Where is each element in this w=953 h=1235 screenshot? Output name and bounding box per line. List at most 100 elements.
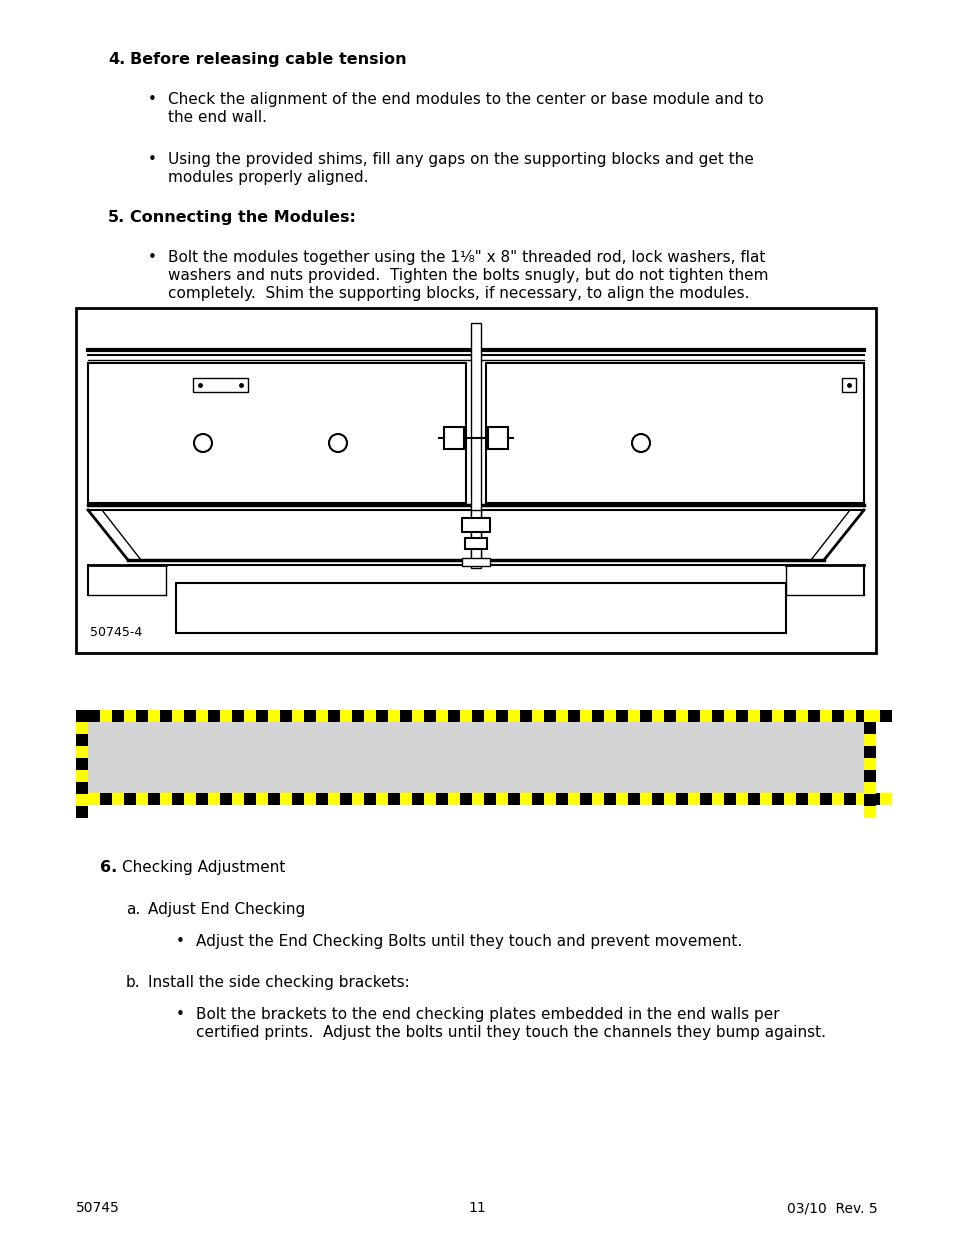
Bar	[88, 793, 100, 805]
Bar	[556, 793, 567, 805]
Bar	[711, 710, 723, 722]
Bar	[100, 793, 112, 805]
Bar	[471, 324, 480, 568]
Bar	[76, 734, 88, 746]
Bar	[700, 793, 711, 805]
Text: Check the alignment of the end modules to the center or base module and to: Check the alignment of the end modules t…	[168, 91, 763, 107]
Bar	[543, 710, 556, 722]
Bar	[532, 710, 543, 722]
Bar	[567, 793, 579, 805]
Bar	[841, 378, 855, 391]
Text: 03/10  Rev. 5: 03/10 Rev. 5	[786, 1200, 877, 1215]
Bar	[760, 793, 771, 805]
Bar	[339, 793, 352, 805]
Text: substitute or omit bolts.: substitute or omit bolts.	[211, 763, 392, 778]
Bar	[807, 793, 820, 805]
Text: * * Warning * *: * * Warning * *	[408, 725, 543, 743]
Bar	[735, 793, 747, 805]
Bar	[687, 793, 700, 805]
Bar	[399, 793, 412, 805]
Text: Install the side checking brackets:: Install the side checking brackets:	[148, 974, 410, 990]
Bar	[280, 793, 292, 805]
Bar	[459, 793, 472, 805]
Bar	[220, 793, 232, 805]
Bar	[461, 517, 490, 532]
Bar	[616, 710, 627, 722]
Bar	[461, 558, 490, 566]
Bar	[244, 793, 255, 805]
Bar	[76, 769, 88, 782]
Bar	[663, 793, 676, 805]
Text: •: •	[175, 934, 185, 948]
Bar	[472, 710, 483, 722]
Text: certified prints.  Adjust the bolts until they touch the channels they bump agai: certified prints. Adjust the bolts until…	[195, 1025, 825, 1040]
Bar	[124, 793, 136, 805]
Bar	[831, 710, 843, 722]
Bar	[175, 583, 785, 634]
Bar	[292, 793, 304, 805]
Bar	[676, 793, 687, 805]
Bar	[184, 793, 195, 805]
Bar	[863, 769, 875, 782]
Bar	[519, 793, 532, 805]
Bar	[863, 710, 875, 722]
Bar	[136, 793, 148, 805]
Bar	[567, 710, 579, 722]
Bar	[700, 710, 711, 722]
Bar	[783, 793, 795, 805]
Bar	[375, 793, 388, 805]
Bar	[423, 793, 436, 805]
Bar	[364, 793, 375, 805]
Text: Module-to-module bolts: Module-to-module bolts	[96, 743, 274, 760]
Text: PANEL CONNECTION DETAIL: PANEL CONNECTION DETAIL	[199, 589, 762, 622]
Bar	[747, 793, 760, 805]
Bar	[436, 710, 448, 722]
Bar	[352, 793, 364, 805]
Bar	[436, 793, 448, 805]
Bar	[483, 793, 496, 805]
Bar	[464, 538, 486, 550]
Bar	[364, 710, 375, 722]
Bar	[863, 734, 875, 746]
Bar	[627, 710, 639, 722]
Bar	[843, 793, 855, 805]
Bar	[795, 793, 807, 805]
Bar	[220, 710, 232, 722]
Bar	[507, 793, 519, 805]
Text: Checking Adjustment: Checking Adjustment	[122, 860, 285, 876]
Bar	[184, 710, 195, 722]
Bar	[579, 793, 592, 805]
Bar	[88, 722, 863, 793]
Bar	[352, 710, 364, 722]
Bar	[304, 710, 315, 722]
Bar	[579, 710, 592, 722]
Bar	[412, 793, 423, 805]
Bar	[448, 793, 459, 805]
Bar	[375, 710, 388, 722]
Bar	[268, 793, 280, 805]
Text: Using the provided shims, fill any gaps on the supporting blocks and get the: Using the provided shims, fill any gaps …	[168, 152, 753, 167]
Bar	[255, 710, 268, 722]
Text: •: •	[148, 249, 156, 266]
Bar	[315, 793, 328, 805]
Bar	[76, 746, 88, 758]
Bar	[496, 710, 507, 722]
Text: Adjust the End Checking Bolts until they touch and prevent movement.: Adjust the End Checking Bolts until they…	[195, 934, 741, 948]
Bar	[148, 793, 160, 805]
Bar	[592, 710, 603, 722]
Bar	[543, 793, 556, 805]
Bar	[76, 794, 88, 806]
Bar	[532, 793, 543, 805]
Bar	[195, 793, 208, 805]
Text: completely.  Shim the supporting blocks, if necessary, to align the modules.: completely. Shim the supporting blocks, …	[168, 287, 749, 301]
Bar	[280, 710, 292, 722]
Text: •: •	[148, 152, 156, 167]
Text: 6.: 6.	[100, 860, 117, 876]
Bar	[112, 793, 124, 805]
Bar	[292, 710, 304, 722]
Bar	[76, 758, 88, 769]
Bar	[112, 710, 124, 722]
Text: Bolt the modules together using the 1¹⁄₈" x 8" threaded rod, lock washers, flat: Bolt the modules together using the 1¹⁄₈…	[168, 249, 764, 266]
Bar	[863, 794, 875, 806]
Text: a.: a.	[126, 902, 140, 918]
